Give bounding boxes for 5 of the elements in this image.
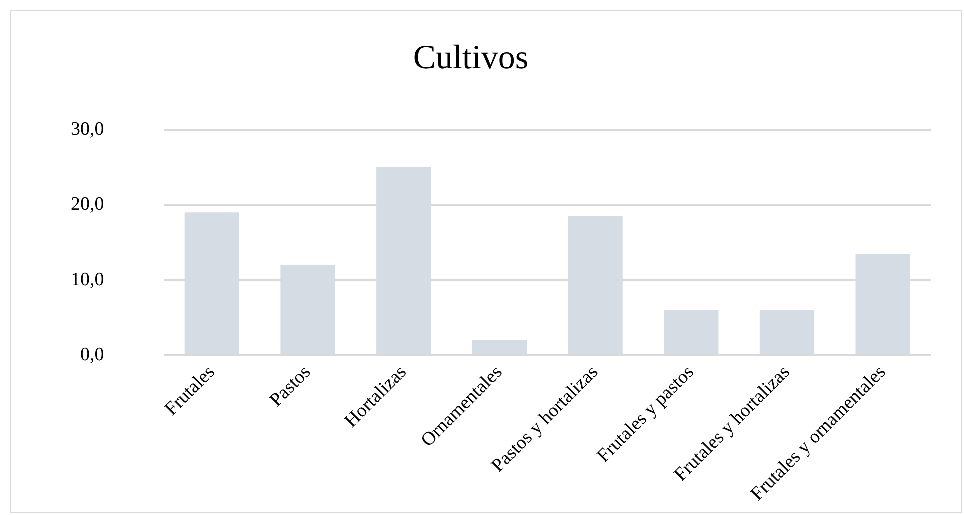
y-tick-label: 30,0 (71, 118, 104, 140)
chart-title: Cultivos (413, 39, 529, 76)
y-tick-label: 10,0 (71, 269, 104, 290)
y-tick-label: 20,0 (71, 194, 104, 216)
y-tick-label: 0,0 (80, 344, 104, 366)
